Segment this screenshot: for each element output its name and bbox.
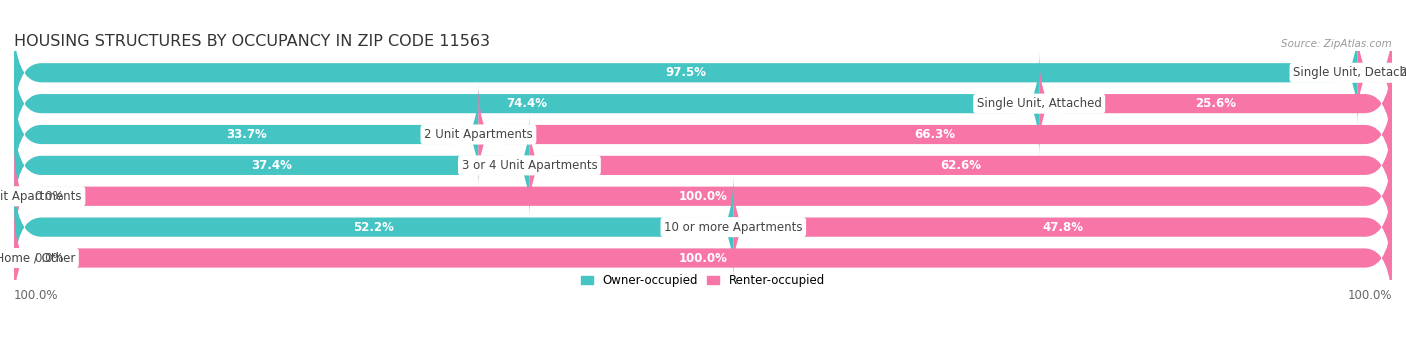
FancyBboxPatch shape xyxy=(14,82,478,187)
Text: 100.0%: 100.0% xyxy=(679,190,727,203)
Text: 2 Unit Apartments: 2 Unit Apartments xyxy=(425,128,533,141)
Text: 100.0%: 100.0% xyxy=(14,289,59,302)
FancyBboxPatch shape xyxy=(14,175,1392,279)
FancyBboxPatch shape xyxy=(14,20,1392,125)
Text: Source: ZipAtlas.com: Source: ZipAtlas.com xyxy=(1281,39,1392,49)
Text: HOUSING STRUCTURES BY OCCUPANCY IN ZIP CODE 11563: HOUSING STRUCTURES BY OCCUPANCY IN ZIP C… xyxy=(14,34,491,49)
Text: Single Unit, Attached: Single Unit, Attached xyxy=(977,97,1102,110)
Legend: Owner-occupied, Renter-occupied: Owner-occupied, Renter-occupied xyxy=(576,269,830,292)
FancyBboxPatch shape xyxy=(14,113,530,218)
FancyBboxPatch shape xyxy=(14,144,1392,249)
FancyBboxPatch shape xyxy=(1358,20,1392,125)
Text: 2.5%: 2.5% xyxy=(1399,66,1406,79)
FancyBboxPatch shape xyxy=(530,113,1392,218)
Text: 100.0%: 100.0% xyxy=(679,252,727,265)
FancyBboxPatch shape xyxy=(1039,51,1392,156)
Text: 100.0%: 100.0% xyxy=(1347,289,1392,302)
Text: 10 or more Apartments: 10 or more Apartments xyxy=(664,221,803,234)
FancyBboxPatch shape xyxy=(14,82,1392,187)
Text: 47.8%: 47.8% xyxy=(1042,221,1083,234)
Text: 0.0%: 0.0% xyxy=(35,252,65,265)
FancyBboxPatch shape xyxy=(14,51,1039,156)
FancyBboxPatch shape xyxy=(14,206,1392,310)
Text: 3 or 4 Unit Apartments: 3 or 4 Unit Apartments xyxy=(461,159,598,172)
FancyBboxPatch shape xyxy=(14,144,1392,249)
Text: 37.4%: 37.4% xyxy=(252,159,292,172)
FancyBboxPatch shape xyxy=(14,51,1392,156)
Text: 62.6%: 62.6% xyxy=(941,159,981,172)
Text: 97.5%: 97.5% xyxy=(665,66,706,79)
Text: 66.3%: 66.3% xyxy=(915,128,956,141)
Text: Single Unit, Detached: Single Unit, Detached xyxy=(1294,66,1406,79)
Text: 25.6%: 25.6% xyxy=(1195,97,1236,110)
Text: Mobile Home / Other: Mobile Home / Other xyxy=(0,252,76,265)
Text: 33.7%: 33.7% xyxy=(226,128,267,141)
FancyBboxPatch shape xyxy=(14,20,1358,125)
FancyBboxPatch shape xyxy=(14,206,1392,310)
Text: 74.4%: 74.4% xyxy=(506,97,547,110)
FancyBboxPatch shape xyxy=(478,82,1392,187)
Text: 5 to 9 Unit Apartments: 5 to 9 Unit Apartments xyxy=(0,190,82,203)
Text: 0.0%: 0.0% xyxy=(35,190,65,203)
Text: 52.2%: 52.2% xyxy=(353,221,394,234)
FancyBboxPatch shape xyxy=(734,175,1392,279)
FancyBboxPatch shape xyxy=(14,175,734,279)
FancyBboxPatch shape xyxy=(14,113,1392,218)
